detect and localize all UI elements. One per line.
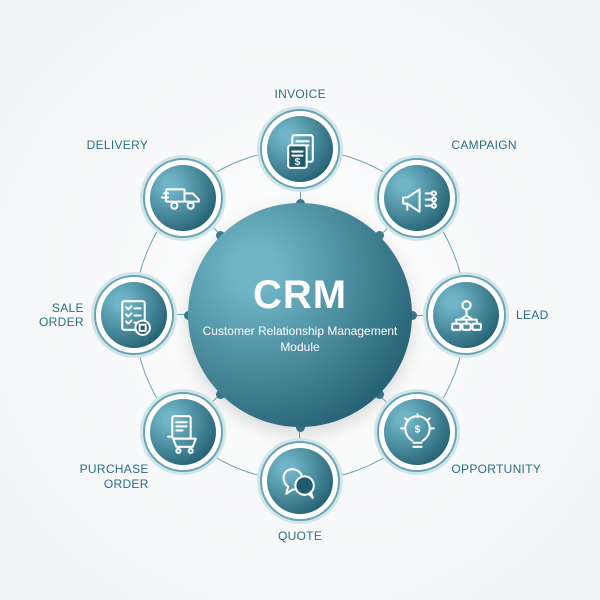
- node-purchase-order: [143, 392, 223, 472]
- node-invoice: $: [260, 109, 340, 189]
- invoice-icon: $: [267, 116, 333, 182]
- node-sale-order: [94, 275, 174, 355]
- node-opportunity: $: [377, 392, 457, 472]
- center-title: CRM: [253, 275, 347, 315]
- lead-icon: [433, 282, 499, 348]
- center-hub: CRM Customer Relationship Management Modu…: [188, 203, 412, 427]
- saleorder-icon: [101, 282, 167, 348]
- node-label-quote: QUOTE: [278, 529, 322, 543]
- node-label-delivery: DELIVERY: [87, 138, 149, 152]
- node-label-opportunity: OPPORTUNITY: [451, 462, 541, 476]
- node-label-campaign: CAMPAIGN: [451, 138, 517, 152]
- quote-icon: [267, 448, 333, 514]
- node-delivery: [143, 158, 223, 238]
- node-label-lead: LEAD: [516, 308, 549, 322]
- campaign-icon: [384, 165, 450, 231]
- crm-diagram: CRM Customer Relationship Management Modu…: [0, 0, 600, 600]
- purchase-icon: [150, 399, 216, 465]
- node-label-sale-order: SALE ORDER: [39, 301, 84, 330]
- node-label-purchase-order: PURCHASE ORDER: [80, 462, 149, 491]
- delivery-icon: [150, 165, 216, 231]
- center-subtitle: Customer Relationship Management Module: [188, 323, 412, 355]
- svg-text:$: $: [415, 424, 421, 435]
- svg-text:$: $: [294, 156, 300, 167]
- node-lead: [426, 275, 506, 355]
- node-quote: [260, 441, 340, 521]
- node-label-invoice: INVOICE: [275, 87, 326, 101]
- node-campaign: [377, 158, 457, 238]
